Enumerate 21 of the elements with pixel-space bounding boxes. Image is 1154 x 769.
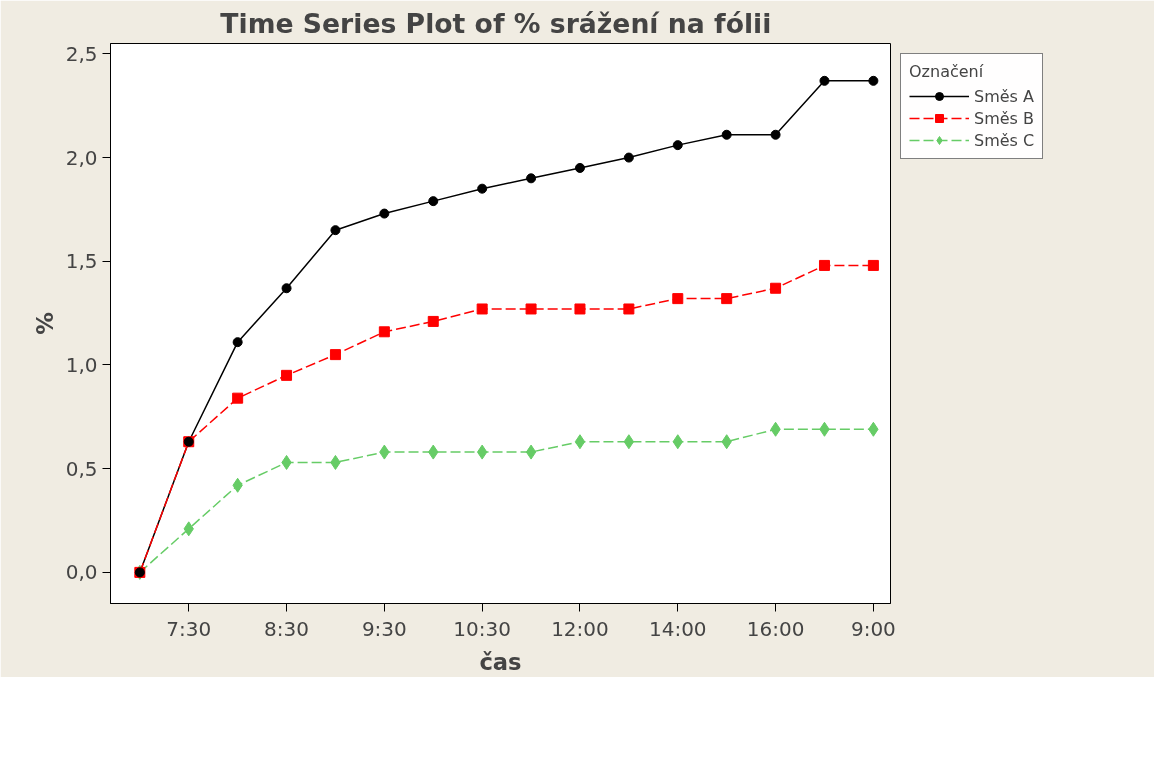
y-tick-label: 2,0 xyxy=(65,145,98,170)
x-tick-label: 7:30 xyxy=(166,616,212,641)
x-axis-title: čas xyxy=(479,648,522,675)
x-tick-label: 9:30 xyxy=(361,616,407,641)
legend-label: Směs C xyxy=(974,130,1035,150)
chart-title: Time Series Plot of % srážení na fólii xyxy=(220,7,772,39)
y-tick-label: 2,5 xyxy=(65,41,98,66)
x-tick-label: 8:30 xyxy=(264,616,310,641)
x-tick-label: 9:00 xyxy=(850,616,896,641)
y-tick-label: 0,5 xyxy=(65,456,98,481)
legend-label: Směs A xyxy=(974,86,1034,106)
legend-title: Označení xyxy=(909,62,985,81)
x-tick-label: 10:30 xyxy=(453,616,511,641)
y-axis-title: % xyxy=(31,312,58,335)
x-tick-label: 12:00 xyxy=(551,616,609,641)
y-tick-label: 0,0 xyxy=(65,560,98,585)
y-tick-label: 1,5 xyxy=(65,249,98,274)
y-tick-label: 1,0 xyxy=(65,352,98,377)
legend-label: Směs B xyxy=(974,108,1034,128)
x-tick-label: 16:00 xyxy=(746,616,805,641)
x-tick-label: 14:00 xyxy=(648,616,707,641)
